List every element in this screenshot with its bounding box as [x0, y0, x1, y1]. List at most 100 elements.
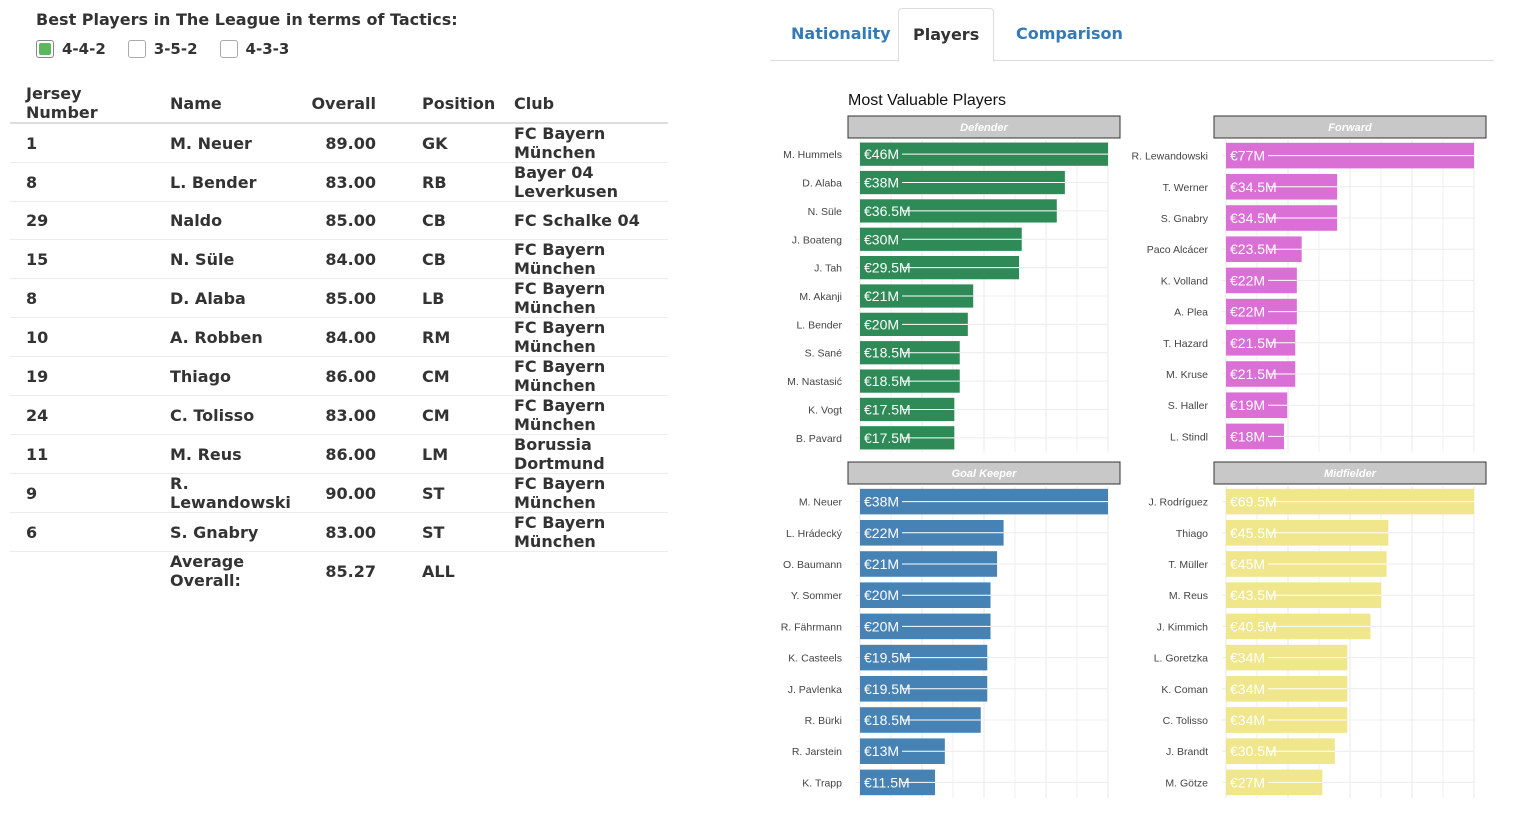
category-label: L. Stindl [1170, 431, 1208, 443]
cell-position: RM [406, 317, 498, 357]
cell-overall: 86.00 [306, 434, 406, 474]
cell-club: FC Bayern München [498, 356, 668, 396]
tactics-checkbox-group: 4-4-2 3-5-2 4-3-3 [36, 40, 311, 58]
cell-club: Borussia Dortmund [498, 434, 668, 474]
bar-value-label: €13M [864, 743, 899, 759]
bar-value-label: €22M [1230, 272, 1265, 288]
bar-value-label: €21M [864, 556, 899, 572]
category-label: J. Tah [814, 263, 842, 275]
category-label: M. Akanji [799, 291, 842, 303]
bar-value-label: €21.5M [1230, 366, 1277, 382]
bar-value-label: €27M [1230, 774, 1265, 790]
category-label: Paco Alcácer [1147, 244, 1209, 256]
bar-value-label: €18M [1230, 428, 1265, 444]
cell-name: Thiago [154, 356, 306, 396]
tactic-4-3-3-option[interactable]: 4-3-3 [219, 40, 289, 58]
cell-club: FC Schalke 04 [498, 201, 668, 240]
bar-value-label: €34.5M [1230, 210, 1277, 226]
table-row: 1 M. Neuer 89.00 GK FC Bayern München [10, 122, 668, 163]
col-position[interactable]: Position [406, 84, 498, 124]
category-label: K. Vogt [808, 404, 842, 416]
category-label: S. Gnabry [1161, 213, 1209, 225]
category-label: R. Fährmann [781, 621, 842, 633]
bar-value-label: €43.5M [1230, 587, 1277, 603]
cell-name: Naldo [154, 201, 306, 240]
facet-strip [847, 461, 1121, 485]
facet-strip-label: Midfielder [1324, 468, 1377, 480]
tab-nationality[interactable]: Nationality [791, 24, 891, 43]
cell-position: CM [406, 356, 498, 396]
category-label: A. Plea [1174, 307, 1208, 319]
tactics-title: Best Players in The League in terms of T… [36, 10, 458, 29]
tactic-label: 3-5-2 [153, 40, 198, 58]
cell-name: A. Robben [154, 317, 306, 357]
bar-value-label: €19M [1230, 397, 1265, 413]
facet-strip [1213, 461, 1487, 485]
tab-players[interactable]: Players [898, 8, 995, 62]
category-label: C. Tolisso [1163, 715, 1208, 727]
facet-goal-keeper: Goal Keeper €38M M. Neuer €22M L. Hrádecký €2… [781, 461, 1121, 798]
table-row: 19 Thiago 86.00 CM FC Bayern München [10, 356, 668, 396]
cell-jersey-number: 19 [10, 356, 154, 396]
col-jersey-number[interactable]: Jersey Number [10, 84, 154, 124]
facet-forward: Forward €77M R. Lewandowski €34.5M T. Werner… [1132, 115, 1487, 452]
bar-value-label: €36.5M [864, 203, 911, 219]
cell-overall: 83.00 [306, 512, 406, 552]
category-label: R. Bürki [805, 715, 842, 727]
category-label: S. Haller [1168, 400, 1209, 412]
bar-value-label: €20M [864, 587, 899, 603]
table-header-row: Jersey Number Name Overall Position Club [10, 84, 668, 124]
category-label: L. Hrádecký [786, 528, 843, 540]
cell-position: ST [406, 473, 498, 513]
bar-value-label: €22M [864, 525, 899, 541]
category-label: Thiago [1176, 528, 1208, 540]
category-label: N. Süle [808, 206, 843, 218]
cell-position: LM [406, 434, 498, 474]
col-overall[interactable]: Overall [306, 84, 406, 124]
cell-club: FC Bayern München [498, 473, 668, 513]
average-position: ALL [406, 551, 498, 590]
tab-comparison[interactable]: Comparison [1016, 24, 1123, 43]
bar-value-label: €18.5M [864, 345, 911, 361]
facet-midfielder: Midfielder €69.5M J. Rodríguez €45.5M Thiago… [1148, 461, 1487, 798]
cell-overall: 90.00 [306, 473, 406, 513]
table-row: 6 S. Gnabry 83.00 ST FC Bayern München [10, 512, 668, 552]
category-label: K. Coman [1161, 684, 1208, 696]
checkbox-4-4-2[interactable] [36, 40, 54, 58]
cell-position: LB [406, 278, 498, 318]
cell-name: R. Lewandowski [154, 473, 306, 513]
category-label: J. Rodríguez [1148, 497, 1208, 509]
cell-jersey-number: 6 [10, 512, 154, 552]
facet-defender: Defender €46M M. Hummels €38M D. Alaba €36.5M… [783, 115, 1121, 452]
category-label: J. Boateng [792, 234, 842, 246]
cell-jersey-number: 15 [10, 239, 154, 279]
bar-value-label: €20M [864, 618, 899, 634]
category-label: R. Jarstein [792, 746, 842, 758]
tactic-3-5-2-option[interactable]: 3-5-2 [127, 40, 198, 58]
cell-club: FC Bayern München [498, 278, 668, 318]
checkbox-4-3-3[interactable] [219, 40, 238, 58]
bar-value-label: €11.5M [864, 774, 910, 790]
cell-jersey-number: 1 [10, 122, 154, 163]
cell-club: FC Bayern München [498, 317, 668, 357]
bar-value-label: €34M [1230, 712, 1265, 728]
cell-jersey-number: 29 [10, 201, 154, 240]
category-label: B. Pavard [796, 433, 842, 445]
bar-value-label: €45.5M [1230, 525, 1277, 541]
category-label: O. Baumann [783, 559, 842, 571]
col-club[interactable]: Club [498, 84, 668, 124]
bar-value-label: €18.5M [864, 373, 911, 389]
bar-value-label: €29.5M [864, 260, 911, 276]
cell-name: D. Alaba [154, 278, 306, 318]
category-label: R. Lewandowski [1132, 151, 1208, 163]
checkbox-3-5-2[interactable] [127, 40, 146, 58]
table-row: 29 Naldo 85.00 CB FC Schalke 04 [10, 201, 668, 240]
col-name[interactable]: Name [154, 84, 306, 124]
average-label: Average Overall: [154, 551, 306, 590]
bar-value-label: €17.5M [864, 401, 911, 417]
tactic-4-4-2-option[interactable]: 4-4-2 [36, 40, 106, 58]
cell-position: GK [406, 122, 498, 163]
cell-club: Bayer 04 Leverkusen [498, 162, 668, 202]
facet-strip [1213, 115, 1487, 139]
bar-value-label: €19.5M [864, 681, 911, 697]
